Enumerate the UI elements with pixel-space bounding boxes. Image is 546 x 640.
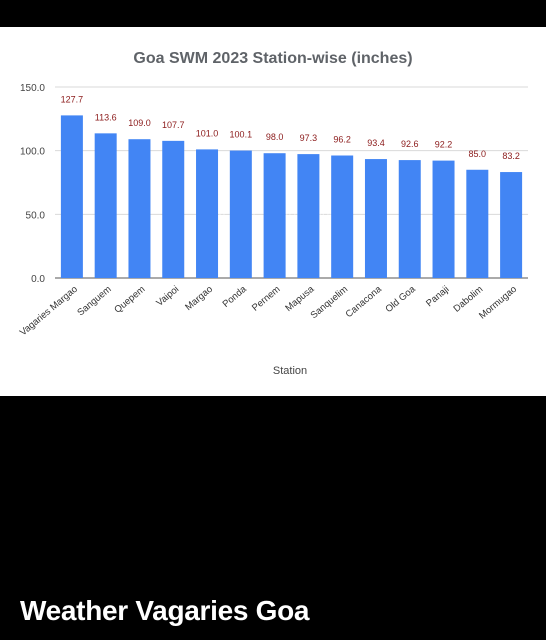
- x-tick-label: Canacona: [344, 283, 385, 320]
- data-label: 101.0: [196, 128, 219, 138]
- bar: [94, 133, 117, 278]
- x-tick-label: Panaji: [424, 284, 451, 309]
- data-label: 92.6: [401, 139, 419, 149]
- bar: [229, 150, 252, 278]
- caption-text: Weather Vagaries Goa: [20, 595, 310, 626]
- y-tick-label: 50.0: [26, 210, 46, 221]
- x-tick-label: Sanguem: [75, 284, 113, 319]
- x-tick-label: Margao: [183, 284, 215, 313]
- bar-chart: Goa SWM 2023 Station-wise (inches) 0.0 50…: [18, 50, 528, 377]
- data-label: 85.0: [469, 149, 487, 159]
- data-label: 98.0: [266, 132, 284, 142]
- data-label: 113.6: [95, 112, 117, 122]
- x-tick-label: Vaipoi: [154, 284, 181, 309]
- data-label: 92.2: [435, 140, 453, 150]
- bar: [196, 149, 219, 278]
- data-label: 83.2: [502, 151, 520, 161]
- x-tick-label: Quepem: [112, 284, 147, 316]
- bar: [398, 160, 421, 278]
- data-label: 96.2: [333, 135, 351, 145]
- gridlines: [55, 86, 528, 279]
- bars: [60, 115, 523, 279]
- x-tick-label: Old Goa: [383, 283, 418, 315]
- x-tick-label: Vagaries Margao: [18, 284, 80, 338]
- y-tick-label: 0.0: [31, 274, 45, 285]
- y-tick-label: 150.0: [20, 83, 45, 94]
- chart-card: Goa SWM 2023 Station-wise (inches) 0.0 50…: [0, 27, 546, 396]
- x-tick-label: Mormugao: [477, 284, 519, 322]
- bar: [500, 172, 523, 278]
- y-tick-label: 100.0: [20, 147, 45, 158]
- bar: [297, 154, 320, 278]
- data-label: 109.0: [128, 118, 151, 128]
- bar: [128, 139, 151, 278]
- bar: [364, 159, 387, 278]
- data-label: 93.4: [367, 138, 385, 148]
- x-axis-title: Station: [273, 365, 307, 377]
- bar: [432, 160, 455, 278]
- bar: [162, 140, 185, 278]
- bar: [60, 115, 83, 279]
- data-labels: 127.7 113.6 109.0 107.7 101.0 100.1 98.0 97.3 96…: [61, 94, 520, 161]
- data-label: 100.1: [230, 130, 253, 140]
- x-tick-label: Sanquelim: [309, 284, 351, 321]
- chart-title: Goa SWM 2023 Station-wise (inches): [133, 50, 412, 67]
- x-tick-label: Ponda: [221, 283, 250, 310]
- data-label: 127.7: [61, 94, 84, 104]
- data-label: 107.7: [162, 120, 185, 130]
- y-axis-ticks: 0.0 50.0 100.0 150.0: [20, 83, 45, 285]
- bar: [263, 153, 286, 278]
- bar: [331, 155, 354, 278]
- bar: [466, 169, 489, 278]
- x-tick-label: Pernem: [250, 284, 283, 314]
- data-label: 97.3: [300, 133, 318, 143]
